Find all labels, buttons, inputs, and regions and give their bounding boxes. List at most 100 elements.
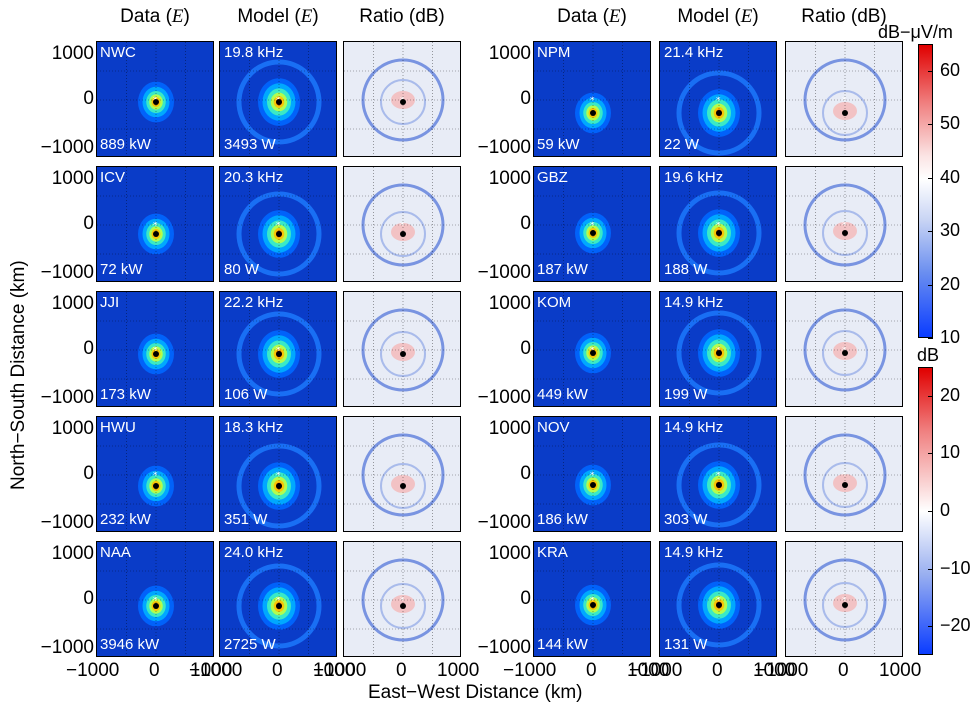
transmitter-marker: * — [153, 346, 158, 356]
heatmap-image: * — [97, 42, 213, 156]
receiver-point — [153, 99, 159, 105]
model-power: 199 W — [664, 386, 708, 403]
y-tick-label: −1000 — [477, 512, 531, 533]
heatmap-image: * — [97, 292, 213, 406]
receiver-point — [276, 99, 282, 105]
receiver-point — [400, 231, 406, 237]
colorbar-tick-label: 10 — [940, 327, 961, 347]
transmitter-name: KOM — [537, 294, 572, 311]
x-tick-label: 0 — [396, 660, 407, 681]
colorbar-tick-label: 30 — [940, 220, 961, 241]
colorbar-tick-mark — [928, 284, 933, 286]
model-map-panel: * 18.3 kHz 351 W — [219, 416, 337, 532]
colorbar-tick-mark — [928, 338, 933, 339]
model-map-panel: * 24.0 kHz 2725 W — [219, 541, 337, 657]
column-header: Ratio (dB) — [801, 6, 887, 27]
x-tick-label: 0 — [149, 660, 160, 681]
x-tick-label: 1000 — [437, 660, 480, 681]
heatmap-image: * — [534, 167, 650, 281]
x-tick-label: −1000 — [629, 660, 683, 681]
receiver-point — [842, 110, 848, 116]
receiver-point — [276, 603, 282, 609]
heatmap-image: * — [534, 42, 650, 156]
model-power: 106 W — [224, 386, 268, 403]
transmitter-marker: * — [276, 221, 281, 231]
y-tick-label: 0 — [83, 463, 94, 484]
model-map-panel: * 14.9 kHz 303 W — [659, 416, 777, 532]
model-power: 2725 W — [224, 636, 276, 653]
data-map-panel: *NWC 889 kW — [96, 41, 214, 157]
frequency: 20.3 kHz — [224, 169, 284, 186]
receiver-point — [716, 482, 722, 488]
ratio-map-panel: * — [343, 541, 461, 657]
y-tick-label: 1000 — [51, 43, 94, 64]
x-tick-label: 1000 — [753, 660, 796, 681]
transmitter-name: ICV — [100, 169, 126, 186]
y-tick-label: 1000 — [488, 293, 531, 314]
transmitter-marker: * — [276, 471, 281, 481]
model-map-panel: * 20.3 kHz 80 W — [219, 166, 337, 282]
column-header: Model (E) — [237, 6, 319, 27]
receiver-point — [842, 230, 848, 236]
heatmap-image: * — [220, 542, 336, 656]
colorbar-tick-mark — [928, 568, 933, 570]
heatmap-image: * — [786, 42, 902, 156]
model-map-panel: *19.8 kHz 3493 W — [219, 41, 337, 157]
frequency: 24.0 kHz — [224, 544, 284, 561]
column-header: Data (E) — [120, 6, 190, 27]
transmitter-name: NPM — [537, 44, 571, 61]
y-tick-label: 0 — [520, 88, 531, 109]
transmitter-marker: * — [153, 596, 158, 606]
x-tick-label: 1000 — [313, 660, 356, 681]
x-tick-label: 0 — [586, 660, 597, 681]
transmitter-name: JJI — [100, 294, 120, 311]
ratio-map-panel: * — [343, 166, 461, 282]
transmitter-marker: * — [400, 221, 405, 231]
model-power: 3493 W — [224, 136, 276, 153]
model-power: 131 W — [664, 636, 708, 653]
transmitter-marker: * — [400, 346, 405, 356]
heatmap-image: * — [660, 167, 776, 281]
receiver-point — [153, 231, 159, 237]
transmitter-marker: * — [590, 221, 595, 231]
colorbar-tick-label: 40 — [940, 166, 961, 187]
y-tick-label: −1000 — [40, 137, 94, 158]
transmitter-marker: * — [842, 221, 847, 231]
heatmap-image: * — [660, 417, 776, 531]
x-tick-label: −1000 — [189, 660, 243, 681]
ratio-map-panel: * — [343, 416, 461, 532]
receiver-point — [716, 602, 722, 608]
heatmap-image: * — [97, 417, 213, 531]
y-tick-label: 0 — [83, 213, 94, 234]
transmitter-marker: * — [842, 596, 847, 606]
y-tick-label: 0 — [520, 213, 531, 234]
heatmap-image: * — [534, 292, 650, 406]
receiver-point — [590, 350, 596, 356]
receiver-point — [153, 603, 159, 609]
transmitter-marker: * — [153, 471, 158, 481]
transmitter-name: NWC — [100, 44, 136, 61]
y-tick-label: 1000 — [488, 168, 531, 189]
transmitter-marker: * — [716, 96, 721, 106]
heatmap-image: * — [534, 542, 650, 656]
data-map-panel: *KOM 449 kW — [533, 291, 651, 407]
data-power: 144 kW — [537, 636, 588, 653]
x-tick-label: 1000 — [627, 660, 670, 681]
data-map-panel: * NOV 186 kW — [533, 416, 651, 532]
data-map-panel: * HWU 232 kW — [96, 416, 214, 532]
transmitter-name: NOV — [537, 419, 570, 436]
transmitter-marker: * — [590, 471, 595, 481]
column-header: Model (E) — [677, 6, 759, 27]
heatmap-image: * — [344, 42, 460, 156]
transmitter-marker: * — [153, 221, 158, 231]
heatmap-image: * — [220, 292, 336, 406]
heatmap-image: * — [534, 417, 650, 531]
ratio-map-panel: * — [785, 416, 903, 532]
colorbar-tick-label: 0 — [940, 500, 951, 520]
receiver-point — [716, 110, 722, 116]
y-tick-label: −1000 — [477, 637, 531, 658]
receiver-point — [400, 99, 406, 105]
heatmap-image: * — [786, 292, 902, 406]
data-power: 59 kW — [537, 136, 580, 153]
model-map-panel: *14.9 kHz 199 W — [659, 291, 777, 407]
